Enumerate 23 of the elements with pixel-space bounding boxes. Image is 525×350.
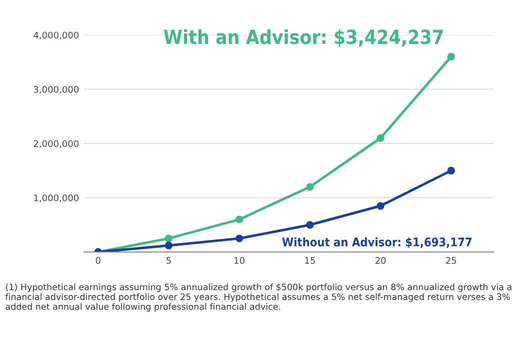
x-tick-label: 20: [375, 257, 386, 264]
point: [236, 234, 244, 242]
x-tick-label: 5: [166, 257, 171, 264]
x-tick-label: 25: [446, 257, 456, 264]
point: [376, 134, 384, 142]
y-tick-label: 1,000,000: [34, 194, 79, 202]
point: [306, 221, 314, 229]
point: [447, 166, 455, 174]
point: [376, 202, 384, 210]
series-label: With an Advisor: $3,424,237: [164, 29, 443, 47]
point: [236, 216, 244, 224]
x-tick-label: 15: [305, 257, 315, 264]
y-tick-label: 2,000,000: [34, 140, 79, 148]
series-label: Without an Advisor: $1,693,177: [282, 237, 472, 248]
y-tick-label: 4,000,000: [34, 32, 79, 40]
x-tick-label: 10: [234, 257, 244, 264]
point: [164, 234, 173, 242]
text: (1) Hypothetical earnings assuming 5% annualized growth of $500k portfolio versus an 8% annualized growth via a financial advisor-directed portfolio over 25 years. Hypothetical assumes a 5% net self-managed return verses a 3% added net annual value following professional financial advice.: [5, 284, 512, 312]
point: [164, 242, 173, 250]
x-tick-label: 0: [96, 257, 100, 264]
y-tick-label: 3,000,000: [34, 86, 79, 94]
point: [306, 183, 314, 191]
point: [447, 52, 455, 61]
